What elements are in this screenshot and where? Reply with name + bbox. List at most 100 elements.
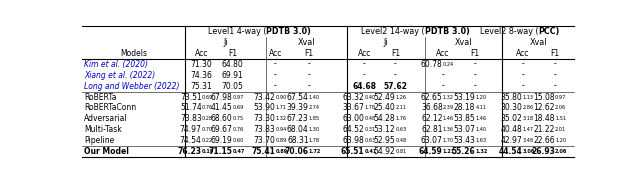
Text: 71.15: 71.15 [209, 147, 233, 156]
Text: Our Model: Our Model [84, 147, 129, 156]
Text: -: - [307, 82, 310, 90]
Text: 2.11: 2.11 [396, 106, 406, 110]
Text: 1.85: 1.85 [308, 116, 320, 121]
Text: 73.70: 73.70 [253, 136, 275, 145]
Text: Acc: Acc [516, 49, 529, 58]
Text: 70.06: 70.06 [285, 147, 308, 156]
Text: Xiang et al. (2022): Xiang et al. (2022) [84, 71, 155, 80]
Text: 0.76: 0.76 [202, 106, 213, 110]
Text: 2.86: 2.86 [522, 106, 534, 110]
Text: -: - [474, 60, 477, 69]
Text: 64.52: 64.52 [342, 125, 364, 134]
Text: 1.63: 1.63 [476, 138, 486, 143]
Text: 0.31: 0.31 [364, 127, 376, 132]
Text: 60.78: 60.78 [421, 60, 443, 69]
Text: 41.45: 41.45 [211, 104, 233, 112]
Text: 75.31: 75.31 [191, 82, 212, 90]
Text: 0.69: 0.69 [233, 106, 244, 110]
Text: -: - [521, 60, 524, 69]
Text: -: - [307, 71, 310, 80]
Text: 69.19: 69.19 [211, 136, 233, 145]
Text: PDTB 3.0): PDTB 3.0) [266, 27, 311, 36]
Text: PDTB 3.0): PDTB 3.0) [425, 27, 470, 36]
Text: Acc: Acc [269, 49, 282, 58]
Text: -: - [363, 60, 366, 69]
Text: 0.41: 0.41 [364, 149, 377, 154]
Text: 3.06: 3.06 [522, 149, 535, 154]
Text: 0.69: 0.69 [202, 94, 213, 100]
Text: 53.12: 53.12 [374, 125, 396, 134]
Text: -: - [474, 71, 477, 80]
Text: 65.51: 65.51 [341, 147, 364, 156]
Text: 53.90: 53.90 [253, 104, 275, 112]
Text: 73.51: 73.51 [180, 92, 202, 102]
Text: 1.70: 1.70 [443, 138, 454, 143]
Text: 1.30: 1.30 [308, 127, 320, 132]
Text: 2.06: 2.06 [555, 149, 567, 154]
Text: 0.97: 0.97 [233, 94, 244, 100]
Text: 73.83: 73.83 [253, 125, 275, 134]
Text: -: - [274, 71, 276, 80]
Text: 57.62: 57.62 [383, 82, 408, 90]
Text: 35.80: 35.80 [500, 92, 522, 102]
Text: 1.71: 1.71 [275, 106, 286, 110]
Text: Level2 8-way (: Level2 8-way ( [479, 27, 538, 36]
Text: 1.46: 1.46 [443, 116, 454, 121]
Text: -: - [274, 82, 276, 90]
Text: 68.31: 68.31 [287, 136, 308, 145]
Text: 52.49: 52.49 [374, 92, 396, 102]
Text: 76.23: 76.23 [178, 147, 202, 156]
Text: 1.13: 1.13 [522, 94, 534, 100]
Text: F1: F1 [304, 49, 313, 58]
Text: 71.30: 71.30 [191, 60, 212, 69]
Text: 55.26: 55.26 [452, 147, 476, 156]
Text: 0.28: 0.28 [202, 116, 213, 121]
Text: 0.60: 0.60 [233, 138, 244, 143]
Text: 0.97: 0.97 [555, 94, 566, 100]
Text: Pipeline: Pipeline [84, 136, 114, 145]
Text: 0.81: 0.81 [396, 149, 406, 154]
Text: 26.93: 26.93 [531, 147, 555, 156]
Text: 52.95: 52.95 [374, 136, 396, 145]
Text: 51.74: 51.74 [180, 104, 202, 112]
Text: 73.30: 73.30 [253, 114, 275, 123]
Text: 64.80: 64.80 [222, 60, 244, 69]
Text: 0.48: 0.48 [396, 138, 406, 143]
Text: 0.89: 0.89 [275, 149, 287, 154]
Text: 63.00: 63.00 [342, 114, 364, 123]
Text: 2.01: 2.01 [555, 127, 566, 132]
Text: 0.24: 0.24 [443, 62, 454, 67]
Text: Ji: Ji [384, 38, 388, 47]
Text: 1.72: 1.72 [308, 149, 321, 154]
Text: F1: F1 [391, 49, 400, 58]
Text: -: - [474, 82, 477, 90]
Text: -: - [521, 82, 524, 90]
Text: 68.04: 68.04 [287, 125, 308, 134]
Text: F1: F1 [228, 49, 237, 58]
Text: 2.06: 2.06 [555, 106, 566, 110]
Text: Xval: Xval [529, 38, 547, 47]
Text: Adversarial: Adversarial [84, 114, 127, 123]
Text: 15.08: 15.08 [534, 92, 555, 102]
Text: 64.68: 64.68 [353, 82, 376, 90]
Text: 1.40: 1.40 [308, 94, 320, 100]
Text: 0.76: 0.76 [233, 127, 244, 132]
Text: 64.59: 64.59 [419, 147, 443, 156]
Text: 69.91: 69.91 [222, 71, 244, 80]
Text: 40.48: 40.48 [500, 125, 522, 134]
Text: 12.62: 12.62 [534, 104, 555, 112]
Text: -: - [442, 71, 444, 80]
Text: -: - [307, 60, 310, 69]
Text: 3.48: 3.48 [522, 138, 534, 143]
Text: 1.78: 1.78 [308, 138, 320, 143]
Text: -: - [554, 60, 556, 69]
Text: -: - [394, 71, 397, 80]
Text: 75.41: 75.41 [252, 147, 275, 156]
Text: 67.23: 67.23 [287, 114, 308, 123]
Text: 1.26: 1.26 [396, 94, 406, 100]
Text: 53.07: 53.07 [453, 125, 476, 134]
Text: 54.92: 54.92 [374, 147, 396, 156]
Text: 54.28: 54.28 [374, 114, 396, 123]
Text: RoBERTa: RoBERTa [84, 92, 116, 102]
Text: 0.40: 0.40 [364, 94, 376, 100]
